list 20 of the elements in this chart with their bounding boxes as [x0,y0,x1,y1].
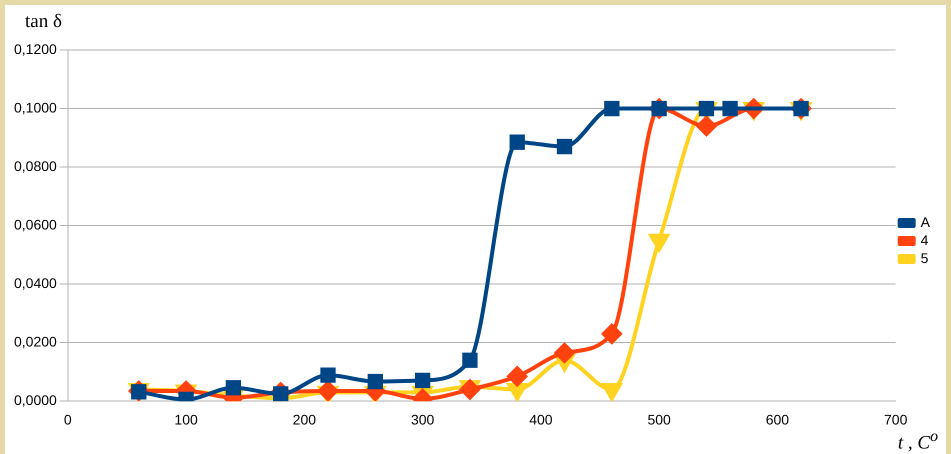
y-tick-label: 0,0000 [14,392,58,408]
legend-label: 5 [920,250,929,266]
y-tick-label: 0,1200 [14,40,58,57]
y-tick-label: 0,0400 [14,274,58,291]
legend-label: 4 [920,232,929,248]
y-tick-label: 0,0200 [14,334,58,350]
x-tick-label: 300 [410,411,434,428]
x-tick-label: 400 [529,411,553,428]
y-tick-label: 0,0800 [14,158,58,174]
y-axis-title: tan δ [25,11,62,33]
x-tick-label: 600 [766,411,790,428]
x-tick-label: 100 [174,411,198,428]
y-tick-label: 0,1000 [14,99,58,116]
x-tick-label: 700 [884,411,908,428]
y-tick-label: 0,0600 [14,216,58,232]
x-axis-title: t , C$^{o}$ [898,428,938,454]
x-tick-label: 200 [292,411,316,428]
legend-label: A [920,214,931,230]
x-tick-label: 500 [647,411,672,428]
x-tick-label: 0 [64,411,72,428]
